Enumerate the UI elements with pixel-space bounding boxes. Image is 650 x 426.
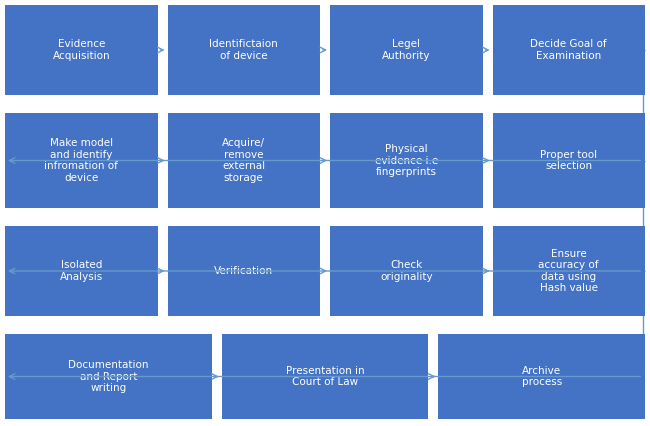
FancyBboxPatch shape xyxy=(330,226,482,316)
Text: Verification: Verification xyxy=(214,266,273,276)
FancyBboxPatch shape xyxy=(493,5,645,95)
FancyBboxPatch shape xyxy=(5,113,157,208)
FancyBboxPatch shape xyxy=(330,5,482,95)
Text: Ensure
accuracy of
data using
Hash value: Ensure accuracy of data using Hash value xyxy=(538,249,599,294)
Text: Check
originality: Check originality xyxy=(380,260,432,282)
FancyBboxPatch shape xyxy=(330,113,482,208)
FancyBboxPatch shape xyxy=(168,113,320,208)
FancyBboxPatch shape xyxy=(5,5,157,95)
Text: Decide Goal of
Examination: Decide Goal of Examination xyxy=(530,39,607,61)
FancyBboxPatch shape xyxy=(438,334,645,419)
Text: Identifictaion
of device: Identifictaion of device xyxy=(209,39,278,61)
Text: Proper tool
selection: Proper tool selection xyxy=(540,150,597,171)
FancyBboxPatch shape xyxy=(5,226,157,316)
Text: Evidence
Acquisition: Evidence Acquisition xyxy=(53,39,110,61)
FancyBboxPatch shape xyxy=(168,226,320,316)
FancyBboxPatch shape xyxy=(168,5,320,95)
Text: Documentation
and Report
writing: Documentation and Report writing xyxy=(68,360,149,393)
Text: Make model
and identify
infromation of
device: Make model and identify infromation of d… xyxy=(44,138,118,183)
FancyBboxPatch shape xyxy=(222,334,428,419)
Text: Archive
process: Archive process xyxy=(521,366,562,387)
Text: Physical
evidence i.e
fingerprints: Physical evidence i.e fingerprints xyxy=(374,144,438,177)
Text: Acquire/
remove
external
storage: Acquire/ remove external storage xyxy=(222,138,265,183)
Text: Legel
Authority: Legel Authority xyxy=(382,39,430,61)
FancyBboxPatch shape xyxy=(5,334,212,419)
FancyBboxPatch shape xyxy=(493,113,645,208)
FancyBboxPatch shape xyxy=(493,226,645,316)
Text: Presentation in
Court of Law: Presentation in Court of Law xyxy=(286,366,364,387)
Text: Isolated
Analysis: Isolated Analysis xyxy=(60,260,103,282)
